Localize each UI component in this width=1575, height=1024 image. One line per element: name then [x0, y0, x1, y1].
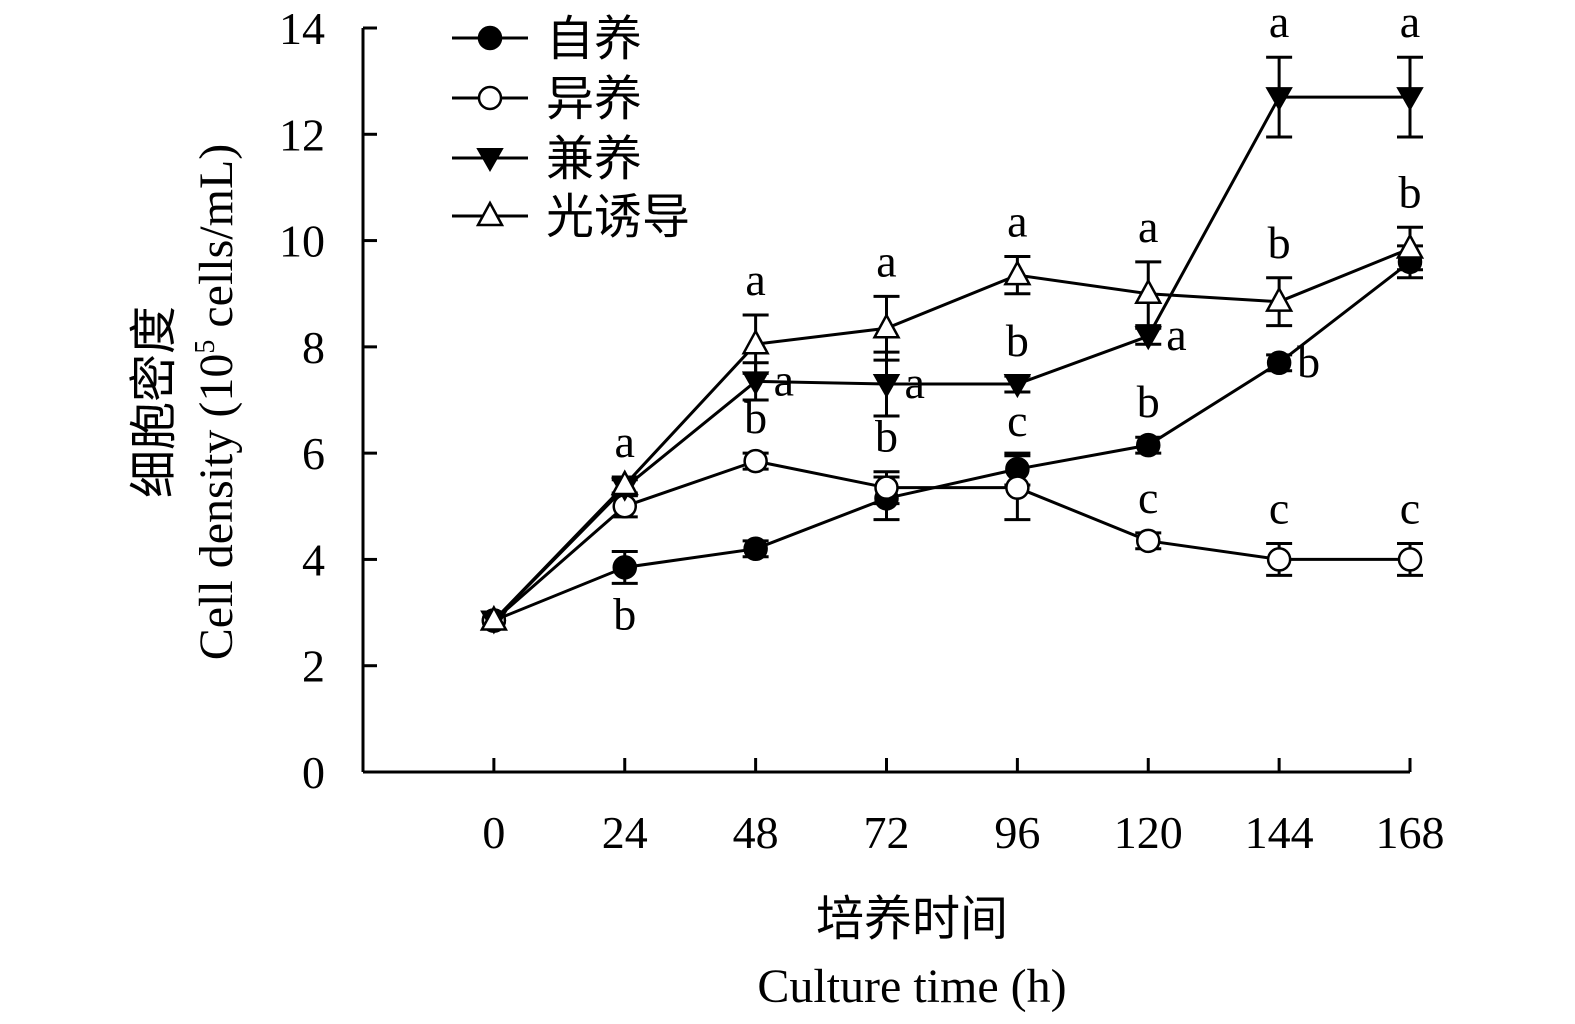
series-line-2 [492, 95, 1410, 622]
sig-letter-s3-p6: b [1268, 217, 1291, 268]
sig-letter-s3-p7: b [1399, 166, 1422, 217]
y-tick-label-2: 2 [302, 641, 325, 692]
point-s0-p1 [612, 555, 637, 580]
sig-letter-s0-p6: b [1297, 336, 1320, 387]
sig-letter-s3-p2: a [745, 254, 765, 305]
point-s3-p2 [741, 328, 770, 355]
point-s1-p3 [874, 475, 899, 500]
point-s3-p7 [1395, 232, 1425, 259]
point-s3-p0 [479, 604, 508, 631]
point-s2-p7 [1396, 87, 1424, 112]
x-tick-label-0: 0 [482, 807, 505, 858]
sig-letter-s2-p3: a [905, 357, 925, 408]
sig-letter-s1-p2: b [744, 392, 767, 443]
legend-label-0: 自养 [546, 13, 642, 66]
sig-letter-s3-p3: a [876, 235, 896, 286]
point-s1-p5 [1136, 528, 1161, 554]
point-s3-p3 [872, 312, 901, 339]
y-tick-label-4: 4 [302, 534, 325, 585]
sig-letter-s3-p1: a [615, 416, 635, 467]
point-s3-p4 [1003, 259, 1032, 286]
sig-letter-s3-p5: a [1138, 201, 1158, 252]
series-line-3 [492, 247, 1411, 622]
sig-letter-s3-p4: a [1007, 196, 1027, 247]
legend-marker-1 [477, 85, 503, 111]
point-s0-p5 [1136, 432, 1161, 458]
sig-letter-s2-p2: a [774, 354, 794, 405]
sig-letter-s1-p6: c [1269, 482, 1289, 533]
point-s2-p2 [741, 371, 770, 396]
point-s2-p4 [1003, 374, 1032, 399]
x-axis-title-en: Culture time (h) [757, 960, 1066, 1013]
y-tick-label-12: 12 [279, 109, 325, 160]
series-line-0 [493, 260, 1411, 622]
x-tick-label-24: 24 [602, 807, 648, 858]
point-s3-p6 [1265, 286, 1294, 312]
x-tick-label-72: 72 [864, 807, 910, 858]
series-lines [492, 95, 1411, 622]
y-tick-label-8: 8 [302, 322, 325, 373]
x-axis-title-cn: 培养时间 [816, 893, 1008, 946]
series-line-1 [492, 459, 1410, 622]
point-s0-p6 [1266, 350, 1292, 376]
data-markers [479, 87, 1425, 635]
y-tick-label-10: 10 [279, 216, 325, 267]
legend-marker-2 [476, 148, 504, 173]
point-s2-p5 [1134, 326, 1162, 351]
sig-letter-s1-p3: b [875, 411, 898, 462]
legend-marker-3 [475, 200, 505, 227]
sig-letter-s1-p7: c [1400, 482, 1420, 533]
point-s2-p6 [1265, 87, 1293, 112]
y-axis-title-en: Cell density (105 cells/mL) [190, 144, 243, 661]
x-tick-label-96: 96 [994, 807, 1040, 858]
point-s0-p2 [743, 536, 768, 562]
x-tick-label-168: 168 [1376, 807, 1445, 858]
y-tick-label-6: 6 [302, 428, 325, 479]
point-s1-p2 [743, 448, 768, 474]
point-s3-p5 [1134, 278, 1163, 304]
y-axis-title-suffix: cells/mL) [190, 144, 243, 340]
legend-label-2: 兼养 [546, 133, 642, 186]
point-s1-p4 [1005, 475, 1030, 500]
sig-letter-s2-p5: a [1166, 309, 1186, 360]
sig-letter-s2-p6: a [1269, 0, 1289, 47]
x-tick-label-120: 120 [1114, 807, 1183, 858]
legend-marker-0 [477, 25, 503, 51]
y-axis-title-exponent: 5 [190, 340, 221, 354]
sig-letter-s1-p5: c [1138, 472, 1158, 523]
x-tick-label-144: 144 [1245, 807, 1314, 858]
x-tick-label-48: 48 [733, 807, 779, 858]
point-s1-p7 [1397, 547, 1423, 572]
point-s3-p1 [610, 469, 639, 496]
point-s2-p3 [872, 374, 901, 399]
sig-letter-s0-p5: b [1137, 376, 1160, 427]
legend-label-3: 光诱导 [546, 191, 690, 244]
y-axis-title-prefix: Cell density (10 [190, 354, 243, 661]
sig-letter-s0-p1: b [613, 588, 636, 639]
sig-letter-s2-p7: a [1400, 0, 1420, 47]
sig-letter-s2-p4: b [1006, 315, 1029, 366]
y-tick-label-0: 0 [302, 747, 325, 798]
legend-label-1: 异养 [546, 73, 642, 126]
y-tick-label-14: 14 [279, 3, 325, 54]
point-s1-p6 [1266, 547, 1292, 572]
sig-letter-s1-p4: c [1007, 395, 1027, 446]
y-axis-title-cn: 细胞密度 [128, 306, 181, 498]
